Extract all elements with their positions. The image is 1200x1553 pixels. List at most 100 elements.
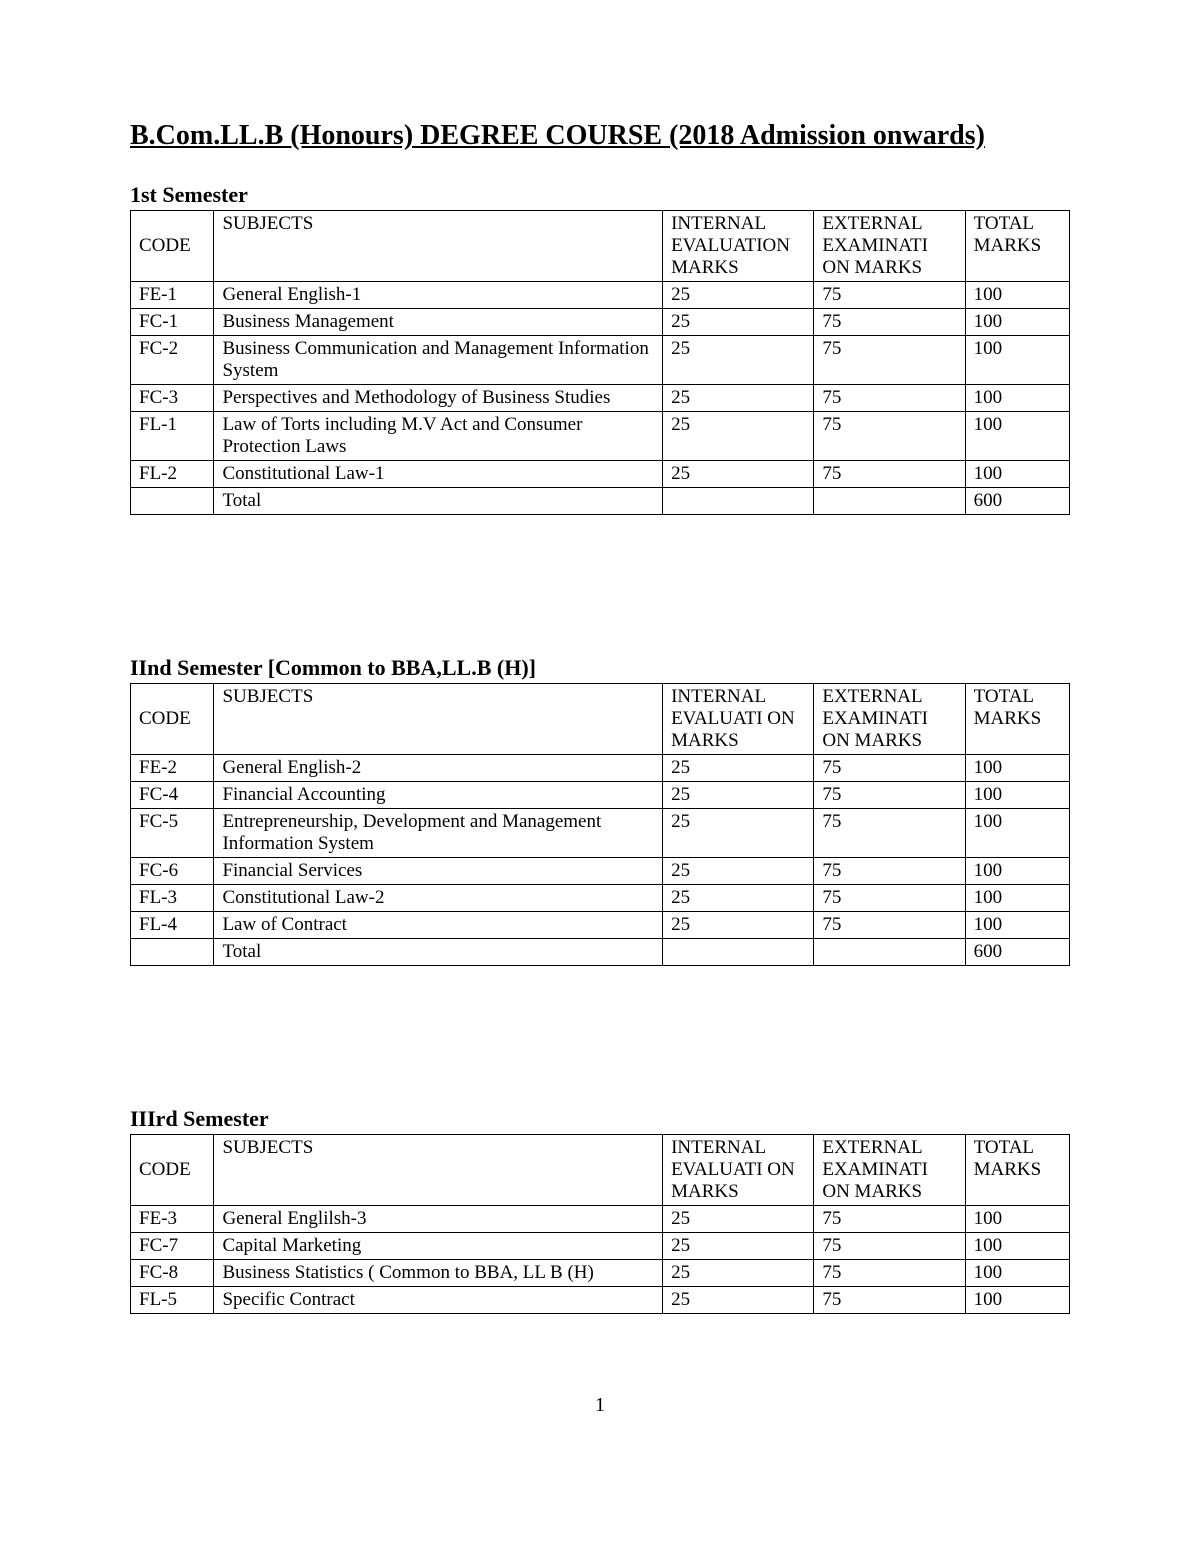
cell-empty — [663, 939, 814, 966]
cell-external: 75 — [814, 309, 965, 336]
table-header-row: CODE SUBJECTS INTERNAL EVALUATI ON MARKS… — [131, 1135, 1070, 1206]
cell-code: FL-4 — [131, 912, 214, 939]
cell-subject: Specific Contract — [214, 1287, 663, 1314]
cell-code: FC-7 — [131, 1233, 214, 1260]
table-row: FL-4 Law of Contract 25 75 100 — [131, 912, 1070, 939]
cell-code: FL-3 — [131, 885, 214, 912]
semester-1-title: 1st Semester — [130, 182, 1070, 208]
cell-code: FC-2 — [131, 336, 214, 385]
cell-total: 100 — [965, 385, 1069, 412]
cell-total: 100 — [965, 809, 1069, 858]
cell-code: FC-6 — [131, 858, 214, 885]
cell-subject: Perspectives and Methodology of Business… — [214, 385, 663, 412]
page-title: B.Com.LL.B (Honours) DEGREE COURSE (2018… — [130, 120, 1070, 152]
cell-total: 100 — [965, 412, 1069, 461]
cell-subject: General English-1 — [214, 282, 663, 309]
cell-internal: 25 — [663, 858, 814, 885]
cell-internal: 25 — [663, 412, 814, 461]
cell-external: 75 — [814, 336, 965, 385]
document-page: B.Com.LL.B (Honours) DEGREE COURSE (2018… — [0, 0, 1200, 1477]
cell-code: FC-3 — [131, 385, 214, 412]
table-row: FC-2 Business Communication and Manageme… — [131, 336, 1070, 385]
cell-code: FC-5 — [131, 809, 214, 858]
cell-code: FC-8 — [131, 1260, 214, 1287]
header-subjects: SUBJECTS — [214, 211, 663, 282]
header-internal: INTERNAL EVALUATI ON MARKS — [663, 684, 814, 755]
cell-internal: 25 — [663, 336, 814, 385]
cell-code: FL-1 — [131, 412, 214, 461]
table-header-row: CODE SUBJECTS INTERNAL EVALUATI ON MARKS… — [131, 684, 1070, 755]
table-row: FC-1 Business Management 25 75 100 — [131, 309, 1070, 336]
cell-total: 100 — [965, 282, 1069, 309]
cell-internal: 25 — [663, 1287, 814, 1314]
table-row: FL-2 Constitutional Law-1 25 75 100 — [131, 461, 1070, 488]
cell-external: 75 — [814, 858, 965, 885]
cell-external: 75 — [814, 782, 965, 809]
cell-empty — [131, 939, 214, 966]
cell-internal: 25 — [663, 309, 814, 336]
cell-internal: 25 — [663, 1206, 814, 1233]
cell-total: 100 — [965, 858, 1069, 885]
cell-external: 75 — [814, 412, 965, 461]
header-total: TOTAL MARKS — [965, 684, 1069, 755]
table-row: FE-2 General English-2 25 75 100 — [131, 755, 1070, 782]
header-internal: INTERNAL EVALUATI ON MARKS — [663, 1135, 814, 1206]
cell-code: FL-5 — [131, 1287, 214, 1314]
cell-subject: Capital Marketing — [214, 1233, 663, 1260]
cell-code: FC-1 — [131, 309, 214, 336]
cell-total-label: Total — [214, 939, 663, 966]
cell-subject: Entrepreneurship, Development and Manage… — [214, 809, 663, 858]
table-row: FC-8 Business Statistics ( Common to BBA… — [131, 1260, 1070, 1287]
header-subjects: SUBJECTS — [214, 1135, 663, 1206]
table-row: FC-7 Capital Marketing 25 75 100 — [131, 1233, 1070, 1260]
cell-external: 75 — [814, 885, 965, 912]
cell-external: 75 — [814, 1206, 965, 1233]
header-code: CODE — [131, 1135, 214, 1206]
table-total-row: Total 600 — [131, 488, 1070, 515]
table-row: FC-3 Perspectives and Methodology of Bus… — [131, 385, 1070, 412]
semester-2-table: CODE SUBJECTS INTERNAL EVALUATI ON MARKS… — [130, 683, 1070, 966]
cell-subject: Constitutional Law-1 — [214, 461, 663, 488]
cell-external: 75 — [814, 1287, 965, 1314]
cell-external: 75 — [814, 282, 965, 309]
semester-3-title: IIIrd Semester — [130, 1106, 1070, 1132]
cell-total: 100 — [965, 1260, 1069, 1287]
cell-internal: 25 — [663, 282, 814, 309]
semester-3-table: CODE SUBJECTS INTERNAL EVALUATI ON MARKS… — [130, 1134, 1070, 1314]
cell-empty — [131, 488, 214, 515]
header-total: TOTAL MARKS — [965, 1135, 1069, 1206]
header-external: EXTERNAL EXAMINATI ON MARKS — [814, 1135, 965, 1206]
cell-code: FE-3 — [131, 1206, 214, 1233]
cell-external: 75 — [814, 912, 965, 939]
cell-external: 75 — [814, 755, 965, 782]
table-row: FC-5 Entrepreneurship, Development and M… — [131, 809, 1070, 858]
cell-internal: 25 — [663, 809, 814, 858]
cell-subject: Business Management — [214, 309, 663, 336]
cell-empty — [663, 488, 814, 515]
cell-external: 75 — [814, 461, 965, 488]
cell-total: 100 — [965, 336, 1069, 385]
semester-1-table: CODE SUBJECTS INTERNAL EVALUATION MARKS … — [130, 210, 1070, 515]
cell-subject: Constitutional Law-2 — [214, 885, 663, 912]
cell-subject: Business Communication and Management In… — [214, 336, 663, 385]
cell-total: 100 — [965, 912, 1069, 939]
header-code: CODE — [131, 211, 214, 282]
cell-total: 100 — [965, 885, 1069, 912]
header-total: TOTAL MARKS — [965, 211, 1069, 282]
semester-2-title: IInd Semester [Common to BBA,LL.B (H)] — [130, 655, 1070, 681]
cell-internal: 25 — [663, 782, 814, 809]
table-row: FE-1 General English-1 25 75 100 — [131, 282, 1070, 309]
header-external: EXTERNAL EXAMINATI ON MARKS — [814, 684, 965, 755]
cell-total: 100 — [965, 755, 1069, 782]
table-row: FE-3 General Englilsh-3 25 75 100 — [131, 1206, 1070, 1233]
cell-grand-total: 600 — [965, 488, 1069, 515]
table-row: FL-3 Constitutional Law-2 25 75 100 — [131, 885, 1070, 912]
cell-subject: Business Statistics ( Common to BBA, LL … — [214, 1260, 663, 1287]
cell-empty — [814, 488, 965, 515]
cell-code: FE-1 — [131, 282, 214, 309]
header-external: EXTERNAL EXAMINATI ON MARKS — [814, 211, 965, 282]
cell-external: 75 — [814, 1233, 965, 1260]
page-number: 1 — [130, 1394, 1070, 1417]
cell-internal: 25 — [663, 1260, 814, 1287]
table-row: FC-6 Financial Services 25 75 100 — [131, 858, 1070, 885]
